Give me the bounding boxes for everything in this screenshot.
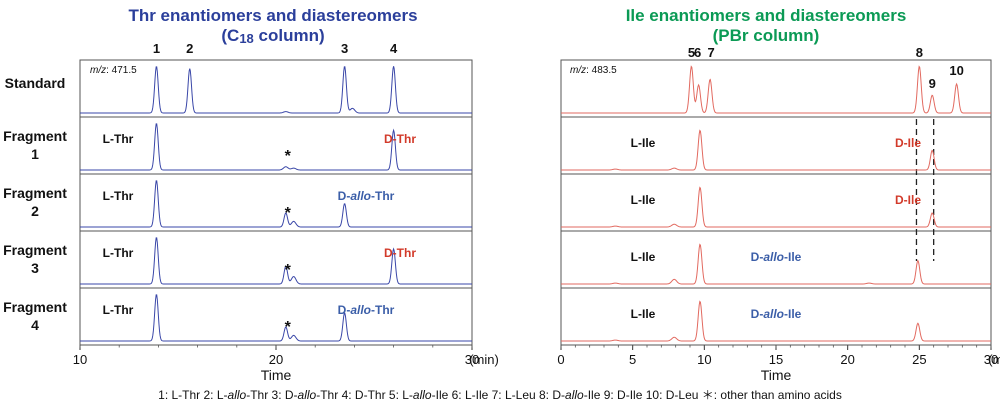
- x-axis-label: Time: [261, 367, 292, 383]
- peak-annotation: D-Ile: [895, 193, 921, 207]
- thr-subtitle-prefix: (C: [221, 26, 239, 45]
- peak-annotation: L-Thr: [103, 132, 134, 146]
- peak-annotation: *: [285, 262, 292, 279]
- peak-annotation: L-Thr: [103, 303, 134, 317]
- peak-number-4: 4: [390, 41, 398, 56]
- x-unit-label: (min): [469, 352, 499, 367]
- trace-fragment-4: [561, 300, 991, 342]
- x-tick-label: 15: [769, 352, 783, 367]
- peak-annotation: D-allo-Thr: [338, 189, 395, 203]
- x-tick-label: 0: [557, 352, 564, 367]
- peak-annotation: L-Thr: [103, 189, 134, 203]
- peak-annotation: D-allo-Thr: [338, 303, 395, 317]
- peak-number-2: 2: [186, 41, 193, 56]
- x-tick-label: 5: [629, 352, 636, 367]
- x-unit-label: (min): [988, 352, 1000, 367]
- thr-subtitle-subscript: 18: [239, 31, 253, 46]
- ile-chart-subtitle: (PBr column): [713, 26, 820, 45]
- trace-standard: [561, 65, 991, 114]
- row-label-0: Standard: [5, 75, 66, 91]
- peak-annotation: *: [285, 148, 292, 165]
- trace-fragment-2: [561, 186, 991, 228]
- peak-number-3: 3: [341, 41, 348, 56]
- row-label-number-4: 4: [31, 317, 39, 333]
- thr-chromatogram-panel: L-Thr D-Thr * L-Thr D-allo-Thr * L-Thr D-Thr * L-…: [73, 41, 499, 383]
- trace-fragment-1: [80, 123, 472, 171]
- x-tick-label: 10: [697, 352, 711, 367]
- row-label-number-2: 2: [31, 203, 39, 219]
- peak-annotation: D-allo-Ile: [751, 307, 802, 321]
- panel-frame: [560, 59, 992, 346]
- row-label-1: Fragment: [3, 128, 67, 144]
- row-labels: Standard Fragment 1 Fragment 2 Fragment 3 Fragm…: [3, 75, 67, 333]
- peak-number-5: 5: [688, 45, 695, 60]
- panel-frame: [79, 59, 473, 346]
- thr-subtitle-suffix: column): [254, 26, 325, 45]
- peak-annotation: *: [285, 205, 292, 222]
- peak-number-7: 7: [707, 45, 714, 60]
- peak-annotation: L-Ile: [631, 307, 656, 321]
- peak-annotation: D-Ile: [895, 136, 921, 150]
- peak-annotation: L-Ile: [631, 193, 656, 207]
- trace-fragment-1: [561, 129, 991, 171]
- trace-standard: [80, 66, 472, 114]
- thr-chart-subtitle: (C18 column): [221, 26, 324, 46]
- row-label-2: Fragment: [3, 185, 67, 201]
- peak-annotation: L-Ile: [631, 136, 656, 150]
- peak-number-9: 9: [929, 76, 936, 91]
- row-label-3: Fragment: [3, 242, 67, 258]
- peak-legend: 1: L-Thr 2: L-allo-Thr 3: D-allo-Thr 4: …: [158, 388, 842, 402]
- peak-number-1: 1: [153, 41, 160, 56]
- x-tick-label: 30: [984, 352, 998, 367]
- row-label-4: Fragment: [3, 299, 67, 315]
- trace-fragment-4: [80, 294, 472, 342]
- peak-annotation: D-Thr: [384, 132, 416, 146]
- peak-annotation: D-Thr: [384, 246, 416, 260]
- ile-chart-title: Ile enantiomers and diastereomers: [626, 6, 907, 25]
- peak-number-10: 10: [949, 63, 963, 78]
- trace-fragment-3: [80, 237, 472, 285]
- thr-chart-title: Thr enantiomers and diastereomers: [128, 6, 417, 25]
- peak-number-8: 8: [916, 45, 923, 60]
- x-tick-label: 20: [269, 352, 283, 367]
- x-tick-label: 20: [840, 352, 854, 367]
- peak-annotation: L-Thr: [103, 246, 134, 260]
- mz-label: m/z: 483.5: [570, 65, 617, 76]
- x-tick-label: 10: [73, 352, 87, 367]
- ile-chromatogram-panel: L-Ile D-Ile L-Ile D-Ile L-Ile D-allo-Ile L-Ile…: [557, 45, 1000, 383]
- trace-fragment-3: [561, 243, 991, 285]
- x-axis-label: Time: [761, 367, 792, 383]
- row-label-number-1: 1: [31, 146, 39, 162]
- peak-annotation: D-allo-Ile: [751, 250, 802, 264]
- x-tick-label: 30: [465, 352, 479, 367]
- peak-number-6: 6: [694, 45, 701, 60]
- trace-fragment-2: [80, 180, 472, 228]
- mz-label: m/z: 471.5: [90, 65, 137, 76]
- peak-annotation: L-Ile: [631, 250, 656, 264]
- peak-annotation: *: [285, 319, 292, 336]
- x-tick-label: 25: [912, 352, 926, 367]
- row-label-number-3: 3: [31, 260, 39, 276]
